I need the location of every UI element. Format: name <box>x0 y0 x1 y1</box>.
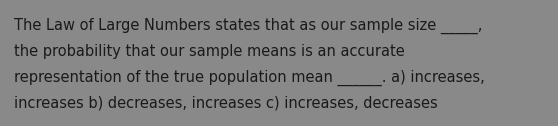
Text: the probability that our sample means is an accurate: the probability that our sample means is… <box>14 44 405 59</box>
Text: increases b) decreases, increases c) increases, decreases: increases b) decreases, increases c) inc… <box>14 96 437 111</box>
Text: representation of the true population mean ______. a) increases,: representation of the true population me… <box>14 70 485 86</box>
Text: The Law of Large Numbers states that as our sample size _____,: The Law of Large Numbers states that as … <box>14 18 482 34</box>
